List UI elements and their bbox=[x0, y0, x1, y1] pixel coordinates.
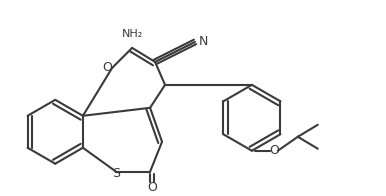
Text: O: O bbox=[102, 61, 112, 74]
Text: O: O bbox=[269, 144, 279, 157]
Text: O: O bbox=[147, 181, 157, 194]
Text: N: N bbox=[198, 35, 208, 48]
Text: NH₂: NH₂ bbox=[122, 29, 143, 39]
Text: S: S bbox=[112, 167, 120, 180]
